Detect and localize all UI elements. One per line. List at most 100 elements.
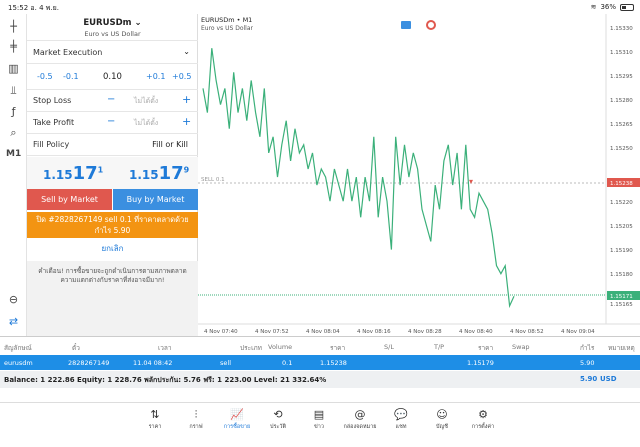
close-position-button[interactable]: ปิด #2828267149 sell 0.1 ที่ราคาตลาดด้วย… [27, 212, 198, 238]
chevron-down-icon: ⌄ [134, 18, 142, 28]
cell-symbol: eurusdm [4, 359, 33, 367]
search-icon[interactable]: ⊖ [8, 293, 19, 306]
time-axis-label: 4 Nov 08:28 [408, 329, 442, 335]
warning-text: คำเตือน! การซื้อขายจะถูกดำเนินการตามสภาพ… [27, 261, 198, 336]
price-axis-label: 1.15220 [610, 200, 633, 206]
bottom-tab-bar: ⇅ ราคา ⫶ กราฟ 📈 การซื้อขาย ⟲ ประวัติ ▤ ข่าว @ กล่อง… [0, 402, 640, 447]
column-header[interactable]: Swap [512, 343, 530, 351]
tab-quotes[interactable]: ⇅ ราคา [135, 407, 175, 431]
wifi-icon: ≋ [590, 3, 597, 11]
table-row[interactable]: eurusdm 2828267149 11.04 08:42 sell 0.1 … [0, 355, 640, 370]
timeframe-button[interactable]: M1 [6, 149, 22, 159]
volume-stepper: -0.5 -0.1 0.10 +0.1 +0.5 [27, 64, 198, 90]
panel-separator [0, 336, 640, 337]
sell-by-market-button[interactable]: Sell by Market [27, 189, 112, 210]
take-profit-input[interactable]: ไม่ได้ตั้ง [134, 119, 159, 127]
stop-loss-plus[interactable]: + [182, 93, 192, 106]
price-axis-label: 1.15265 [610, 122, 633, 128]
price-axis-label: 1.15165 [610, 302, 633, 308]
volume-plus-small[interactable]: +0.1 [146, 72, 166, 81]
indicators-icon[interactable]: ⫫ [10, 84, 17, 97]
bid-price-tag [607, 291, 640, 300]
chart-svg: EURUSDm • M1 Euro vs US Dollar SELL 0.1 … [198, 14, 640, 335]
stop-loss-label: Stop Loss [33, 96, 72, 105]
column-header[interactable]: เวลา [158, 344, 172, 352]
accounts-icon: ☺ [436, 408, 448, 421]
take-profit-plus[interactable]: + [182, 115, 192, 128]
one-click-trading-icon[interactable]: ⇄ [8, 315, 19, 328]
battery-icon [620, 3, 634, 11]
cell-type: sell [220, 359, 231, 367]
tab-trade[interactable]: 📈 การซื้อขาย [217, 407, 257, 431]
time-axis-label: 4 Nov 08:52 [510, 329, 544, 335]
total-profit: 5.90 [580, 375, 598, 383]
take-profit-row: Take Profit − ไม่ได้ตั้ง + [27, 112, 198, 134]
stop-loss-input[interactable]: ไม่ได้ตั้ง [134, 97, 159, 105]
take-profit-label: Take Profit [33, 118, 75, 127]
buy-price: 1.15179 [129, 163, 190, 184]
chart-settings-icon[interactable] [401, 21, 411, 29]
tab-accounts[interactable]: ☺ บัญชี [422, 407, 462, 431]
cell-current-price: 1.15179 [467, 359, 494, 367]
stop-loss-row: Stop Loss − ไม่ได้ตั้ง + [27, 90, 198, 112]
status-right: ≋ 36% [591, 3, 634, 11]
tab-news[interactable]: ▤ ข่าว [299, 407, 339, 431]
profit-currency: USD [600, 375, 617, 383]
price-display: 1.15171 1.15179 [27, 157, 198, 189]
chat-icon: 💬 [394, 408, 408, 421]
function-icon[interactable]: ƒ [11, 105, 16, 118]
symbol-selector[interactable]: EURUSDm ⌄ [83, 18, 142, 28]
price-chart[interactable]: EURUSDm • M1 Euro vs US Dollar SELL 0.1 … [198, 14, 640, 336]
bid-price-tag-text: 1.15171 [610, 294, 633, 300]
tab-chat[interactable]: 💬 แชท [381, 407, 421, 431]
column-header[interactable]: หมายเหตุ [608, 344, 635, 352]
symbol-description: Euro vs US Dollar [84, 30, 141, 38]
column-header[interactable]: S/L [384, 343, 394, 351]
price-axis-label: 1.15190 [610, 248, 633, 254]
column-header[interactable]: ตั๋ว [72, 344, 80, 352]
volume-plus-big[interactable]: +0.5 [172, 72, 192, 81]
chart-title: EURUSDm • M1 [201, 16, 252, 24]
volume-value[interactable]: 0.10 [103, 72, 122, 82]
tab-label: การซื้อขาย [223, 424, 251, 430]
objects-icon[interactable]: ⌕ [10, 126, 17, 139]
execution-label: Market Execution [33, 48, 103, 57]
tab-label: กราฟ [189, 424, 203, 430]
fill-policy-label: Fill Policy [33, 140, 70, 149]
close-position-line1: ปิด #2828267149 sell 0.1 ที่ราคาตลาดด้วย [36, 215, 189, 224]
cell-ticket: 2828267149 [68, 359, 110, 367]
tab-history[interactable]: ⟲ ประวัติ [258, 407, 298, 431]
crosshair-icon[interactable]: ┼ [10, 20, 17, 33]
volume-minus-big[interactable]: -0.5 [37, 72, 53, 81]
column-header[interactable]: กำไร [580, 344, 595, 352]
tab-settings[interactable]: ⚙ การตั้งค่า [463, 407, 503, 431]
history-icon: ⟲ [273, 408, 283, 421]
fill-policy-row[interactable]: Fill Policy Fill or Kill [27, 134, 198, 156]
column-header[interactable]: T/P [434, 343, 445, 351]
balance-bar: Balance: 1 222.86 Equity: 1 228.76 พลักป… [0, 371, 640, 388]
execution-select[interactable]: Market Execution ⌄ [27, 40, 198, 64]
column-header[interactable]: Volume [268, 343, 293, 351]
tab-chart[interactable]: ⫶ กราฟ [176, 407, 216, 431]
chart-indicator-icon[interactable] [426, 20, 436, 30]
cancel-button[interactable]: ยกเลิก [101, 244, 124, 253]
candles-icon[interactable]: ╪ [10, 40, 17, 53]
sell-price: 1.15171 [43, 163, 104, 184]
status-time: 15:52 อ. 4 พ.ย. [8, 4, 59, 12]
take-profit-minus[interactable]: − [107, 116, 116, 127]
settings-icon: ⚙ [478, 408, 488, 421]
time-axis-label: 4 Nov 07:52 [255, 329, 289, 335]
volume-minus-small[interactable]: -0.1 [63, 72, 79, 81]
buy-by-market-button[interactable]: Buy by Market [113, 189, 198, 210]
column-header[interactable]: ประเภท [240, 344, 262, 352]
column-header[interactable]: ราคา [478, 344, 494, 352]
column-header[interactable]: ราคา [330, 344, 346, 352]
price-axis-label: 1.15280 [610, 98, 633, 104]
chart-type-icon[interactable]: ▥ [8, 62, 19, 75]
trade-icon: 📈 [230, 408, 244, 421]
column-header[interactable]: สัญลักษณ์ [4, 344, 32, 352]
tab-mailbox[interactable]: @ กล่องจดหมาย [340, 407, 380, 431]
price-line-series [202, 48, 515, 309]
stop-loss-minus[interactable]: − [107, 94, 116, 105]
sell-level-label: SELL 0.1 [201, 177, 225, 183]
